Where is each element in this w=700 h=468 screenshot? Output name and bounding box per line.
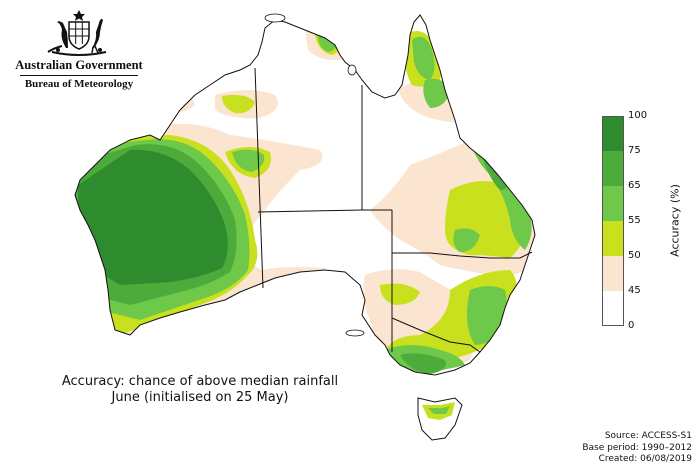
legend-bin-75-100 xyxy=(602,116,624,151)
legend-tick-75: 75 xyxy=(628,145,641,156)
source-info: Source: ACCESS-S1 Base period: 1990–2012… xyxy=(582,431,692,466)
government-name: Australian Government xyxy=(15,58,143,72)
legend-bin-55-65 xyxy=(602,186,624,221)
accuracy-legend: 100 75 65 55 50 45 0 Accuracy (%) xyxy=(602,111,692,332)
zone-75-100-west xyxy=(78,149,228,285)
tasmania-zone-55-65 xyxy=(428,406,450,414)
zone-50-55-topend xyxy=(222,94,255,114)
kangaroo-island xyxy=(345,329,365,337)
agency-name: Bureau of Meteorology xyxy=(24,78,134,90)
zone-65-75-southeast xyxy=(400,353,446,374)
groote-island xyxy=(347,64,357,76)
legend-tick-45: 45 xyxy=(628,285,641,296)
legend-tick-65: 65 xyxy=(628,180,641,191)
legend-tick-0: 0 xyxy=(628,320,635,331)
zone-55-65-capeyork xyxy=(412,36,435,80)
bom-logo: Australian Government Bureau of Meteorol… xyxy=(14,8,144,98)
legend-tick-50: 50 xyxy=(628,250,641,261)
legend-title: Accuracy (%) xyxy=(668,184,682,257)
zone-50-55-sa xyxy=(380,283,420,305)
zone-55-65-east xyxy=(453,228,480,252)
islands xyxy=(264,13,365,337)
melville-island xyxy=(264,13,286,23)
wa-border xyxy=(254,67,264,289)
zone-55-65-eastcoast xyxy=(470,140,532,250)
source-model: Source: ACCESS-S1 xyxy=(604,431,692,441)
legend-bin-50-55 xyxy=(602,221,624,256)
legend-bin-65-75 xyxy=(602,151,624,186)
zone-55-65-qldring xyxy=(423,78,450,108)
caption-line-2: June (initialised on 25 May) xyxy=(111,390,289,405)
zone-55-65-central xyxy=(232,149,265,172)
legend-bin-0-45 xyxy=(602,291,624,326)
source-created-date: Created: 06/08/2019 xyxy=(598,454,692,464)
legend-tick-100: 100 xyxy=(628,110,648,121)
coat-of-arms-icon xyxy=(47,10,107,56)
qld-nsw-border xyxy=(392,251,533,259)
nt-sa-border xyxy=(257,209,363,213)
legend-bin-45-50 xyxy=(602,256,624,291)
source-base-period: Base period: 1990–2012 xyxy=(582,442,692,453)
legend-tick-55: 55 xyxy=(628,215,641,226)
nsw-vic-border xyxy=(391,317,481,353)
map-caption: Accuracy: chance of above median rainfal… xyxy=(40,374,360,406)
caption-line-1: Accuracy: chance of above median rainfal… xyxy=(61,374,339,389)
state-borders xyxy=(254,67,533,353)
logo-divider xyxy=(20,75,138,76)
zone-55-65-nsw xyxy=(466,286,507,345)
